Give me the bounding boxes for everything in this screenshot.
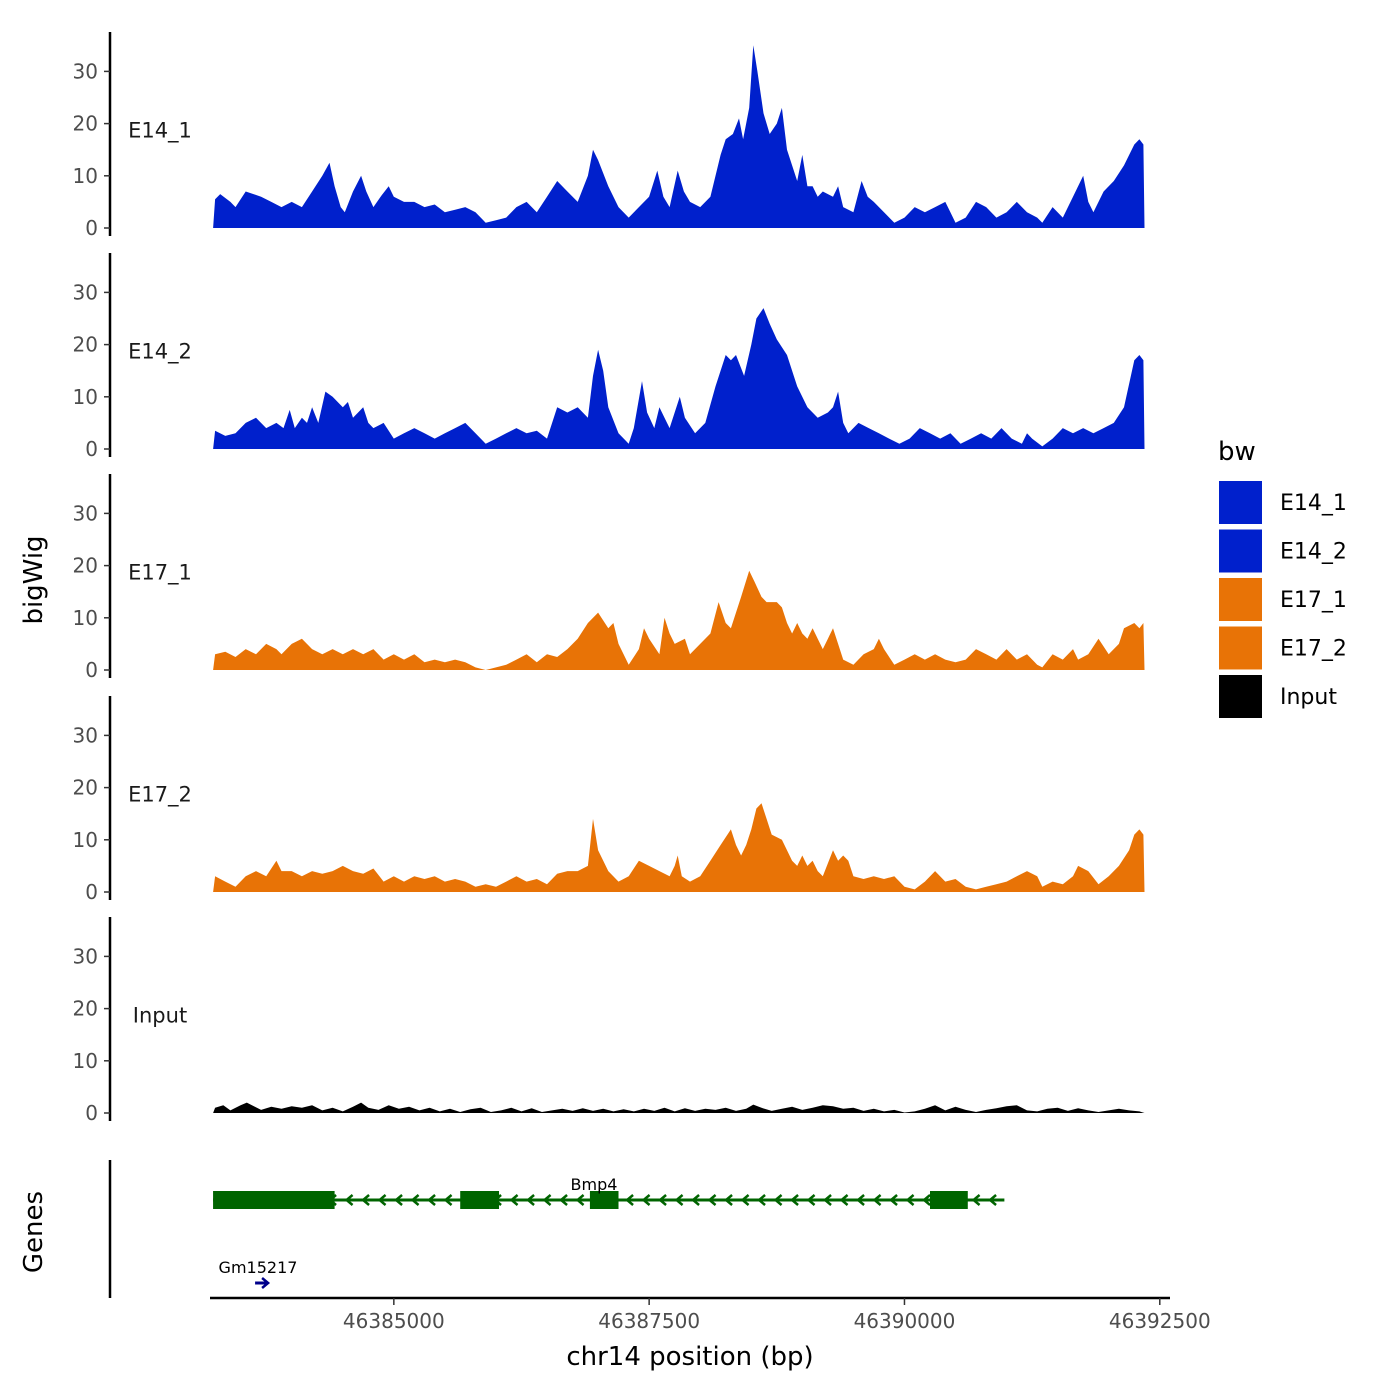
strand-chevron [625, 1194, 634, 1206]
y-tick-label: 10 [73, 164, 98, 188]
legend-label-e17_2: E17_2 [1280, 637, 1347, 662]
strand-chevron [823, 1194, 832, 1206]
strand-chevron [856, 1194, 865, 1206]
track-label-e17_2: E17_2 [128, 783, 192, 808]
strand-chevron [872, 1194, 882, 1206]
strand-chevron [724, 1194, 733, 1206]
x-tick-label: 46387500 [598, 1309, 700, 1333]
legend-swatch-input [1217, 673, 1264, 720]
legend-label-e14_1: E14_1 [1280, 491, 1347, 516]
y-tick-label: 20 [73, 554, 98, 578]
track-label-e14_2: E14_2 [128, 340, 192, 365]
y-axis-title: bigWig [19, 535, 49, 624]
exon-bmp4 [213, 1191, 335, 1209]
strand-chevron [361, 1194, 370, 1206]
strand-chevron [889, 1194, 898, 1206]
strand-chevron [839, 1194, 849, 1206]
y-tick-label: 0 [85, 1101, 98, 1125]
y-tick-label: 10 [73, 606, 98, 630]
y-tick-label: 10 [73, 828, 98, 852]
y-tick-label: 30 [73, 944, 98, 968]
x-tick-label: 46390000 [854, 1309, 956, 1333]
strand-chevron [922, 1194, 931, 1206]
strand-chevron [971, 1194, 981, 1206]
gene-label-bmp4: Bmp4 [571, 1175, 618, 1194]
y-tick-label: 30 [73, 59, 98, 83]
tracks-layer [213, 45, 1145, 1113]
y-tick-label: 20 [73, 112, 98, 136]
legend-swatch-e17_2 [1217, 624, 1264, 672]
axes-layer: 0 10 20 30 E14_1 0 10 20 30 E14_2 0 10 20 30 E17_1 0 10 2… [73, 32, 1211, 1333]
strand-chevron [394, 1194, 403, 1206]
track-label-e17_1: E17_1 [128, 561, 192, 586]
strand-chevron [988, 1194, 997, 1206]
strand-chevron [707, 1194, 717, 1206]
genes-axis-title: Genes [19, 1191, 49, 1273]
strand-chevron [542, 1194, 552, 1206]
x-tick-label: 46392500 [1109, 1309, 1211, 1333]
y-tick-label: 0 [85, 658, 98, 682]
coverage-area-e17_2 [213, 803, 1145, 892]
y-tick-label: 0 [85, 880, 98, 904]
y-tick-label: 0 [85, 216, 98, 240]
coverage-area-e14_2 [213, 308, 1145, 449]
strand-chevron [526, 1194, 535, 1206]
track-label-input: Input [133, 1004, 187, 1028]
y-tick-label: 10 [73, 385, 98, 409]
strand-chevron [641, 1194, 651, 1206]
y-tick-label: 20 [73, 333, 98, 357]
y-tick-label: 30 [73, 280, 98, 304]
strand-chevron [674, 1194, 684, 1206]
coverage-area-input [213, 1102, 1145, 1113]
y-tick-label: 30 [73, 501, 98, 525]
strand-chevron [509, 1194, 519, 1206]
exon-bmp4 [589, 1191, 619, 1209]
strand-chevron [658, 1194, 667, 1206]
strand-chevron [790, 1194, 799, 1206]
strand-chevron [773, 1194, 783, 1206]
y-tick-label: 0 [85, 437, 98, 461]
strand-chevron [344, 1194, 354, 1206]
strand-chevron [377, 1194, 387, 1206]
y-tick-label: 20 [73, 997, 98, 1021]
y-tick-label: 30 [73, 723, 98, 747]
legend-title: bw [1218, 437, 1256, 467]
strand-chevron [691, 1194, 700, 1206]
strand-chevron [427, 1194, 436, 1206]
coverage-area-e17_1 [213, 570, 1145, 670]
gene-label-gm15217: Gm15217 [219, 1258, 298, 1277]
strand-chevron [575, 1194, 585, 1206]
legend-swatch-e14_1 [1217, 479, 1264, 526]
strand-chevron [905, 1194, 915, 1206]
exon-bmp4 [460, 1191, 500, 1209]
strand-chevron [559, 1194, 568, 1206]
strand-chevron [410, 1194, 420, 1206]
legend-label-e14_2: E14_2 [1280, 540, 1347, 565]
y-tick-label: 20 [73, 776, 98, 800]
strand-chevron [757, 1194, 766, 1206]
legend-label-input: Input [1280, 685, 1337, 710]
x-tick-label: 46385000 [343, 1309, 445, 1333]
strand-chevron [443, 1194, 453, 1206]
strand-chevron [806, 1194, 816, 1206]
exon-bmp4 [930, 1191, 968, 1209]
legend: bw E14_1 E14_2 E17_1 E17_2 Input [1217, 437, 1347, 720]
genes-layer: Bmp4 Gm15217 [213, 1175, 1005, 1289]
strand-chevron [261, 1277, 271, 1289]
strand-chevron [740, 1194, 750, 1206]
legend-swatch-e14_2 [1217, 527, 1264, 575]
legend-label-e17_1: E17_1 [1280, 588, 1347, 613]
coverage-area-e14_1 [213, 45, 1145, 228]
track-label-e14_1: E14_1 [128, 119, 192, 144]
x-axis-title: chr14 position (bp) [566, 1342, 813, 1372]
y-tick-label: 10 [73, 1049, 98, 1073]
legend-swatch-e17_1 [1217, 576, 1264, 623]
